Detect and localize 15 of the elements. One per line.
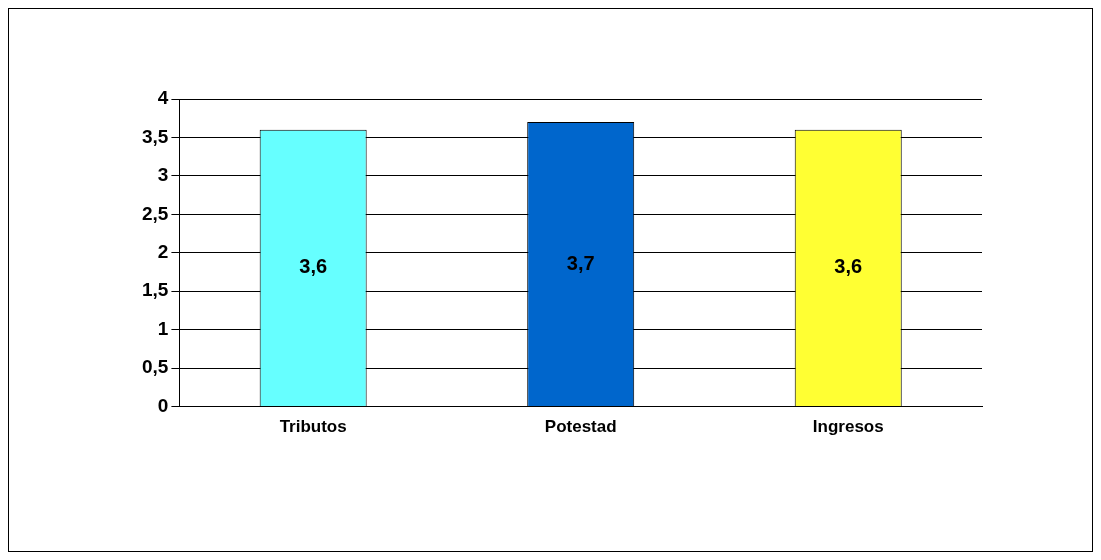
data-label: 3,6 <box>834 255 863 278</box>
x-tick-label: Tributos <box>279 417 347 437</box>
data-label: 3,6 <box>299 255 328 278</box>
y-tick-label: 3 <box>157 164 169 186</box>
data-label: 3,7 <box>566 251 595 274</box>
y-tick-label: 2 <box>157 241 169 263</box>
y-tick-label: 0 <box>157 394 169 416</box>
y-tick-label: 4 <box>157 87 169 109</box>
y-tick-label: 1,5 <box>141 279 169 301</box>
y-tick-label: 3,5 <box>141 125 169 147</box>
y-tick-label: 0,5 <box>141 356 169 378</box>
y-tick-label: 2,5 <box>141 202 169 224</box>
x-tick-label: Potestad <box>544 417 617 437</box>
x-tick-label: Ingresos <box>812 417 884 437</box>
y-tick-label: 1 <box>157 317 169 339</box>
